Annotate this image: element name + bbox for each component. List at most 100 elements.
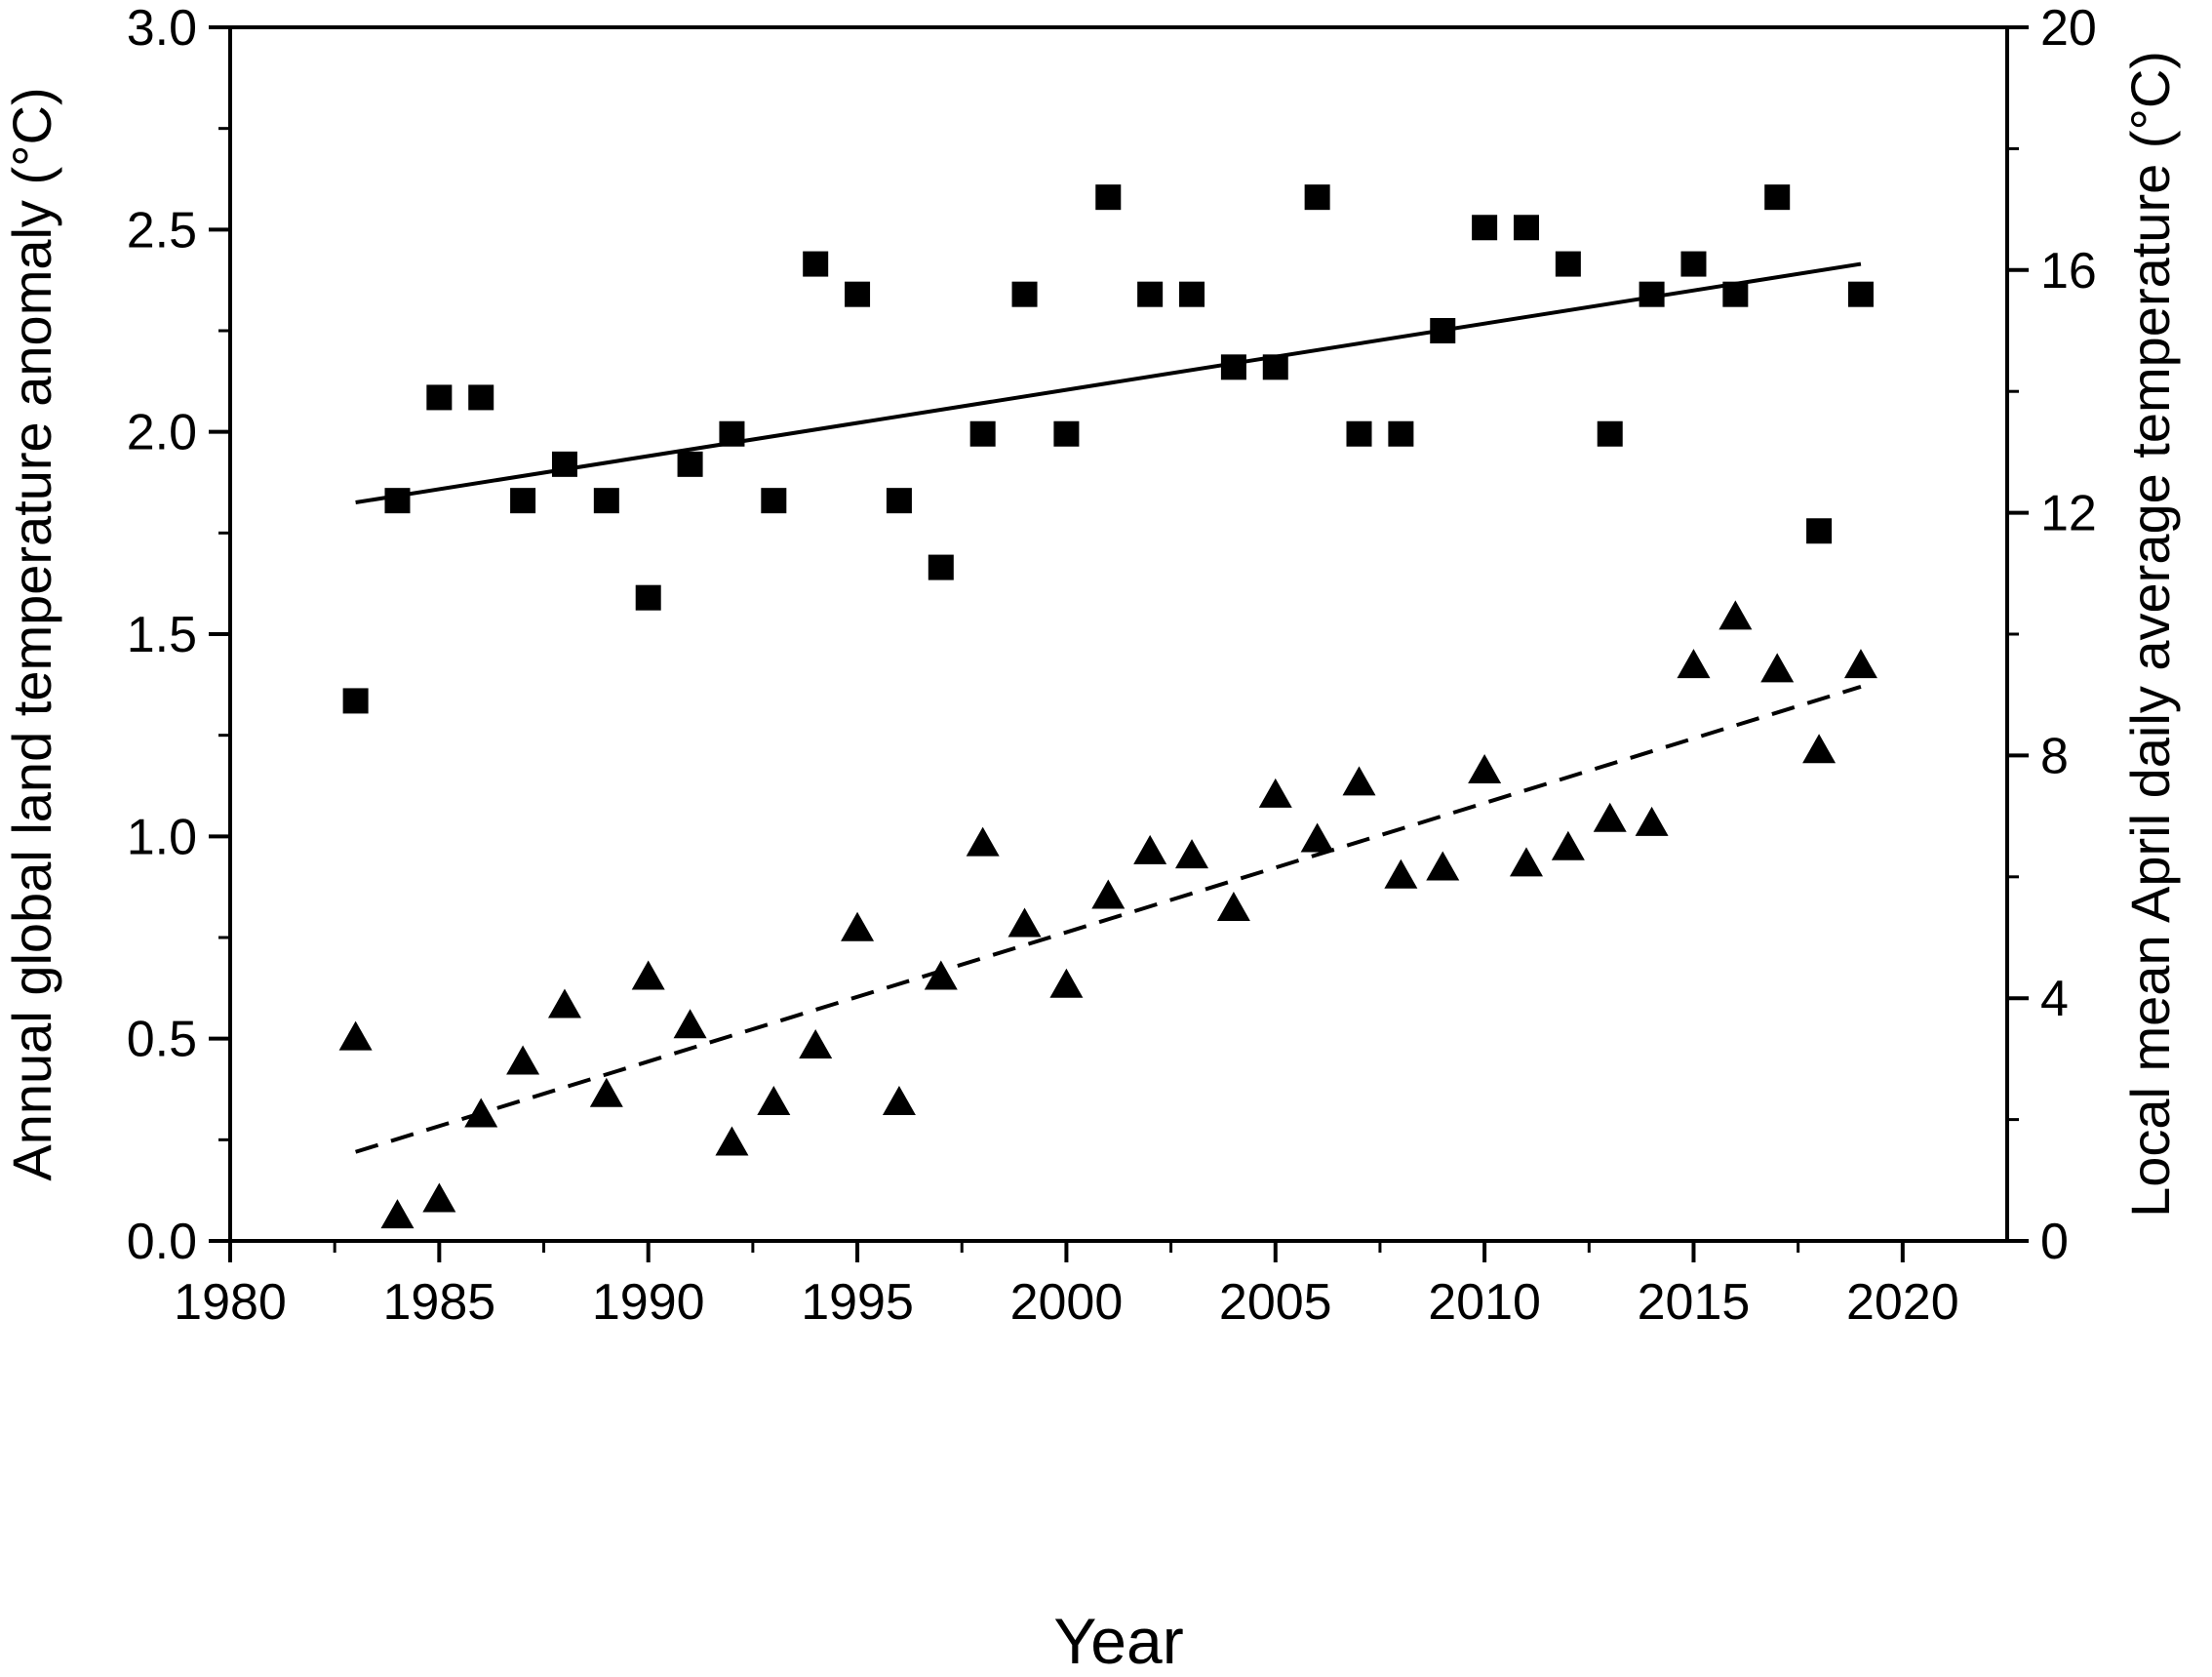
square-marker bbox=[928, 554, 954, 580]
triangle-marker bbox=[966, 826, 1000, 857]
triangle-marker bbox=[589, 1077, 623, 1107]
square-marker bbox=[384, 488, 411, 514]
triangle-marker bbox=[1300, 822, 1334, 853]
x-tick-label: 2015 bbox=[1638, 1274, 1751, 1331]
left-y-tick-label: 1.0 bbox=[127, 809, 197, 865]
square-marker bbox=[1597, 420, 1623, 447]
triangle-marker bbox=[715, 1126, 749, 1156]
triangle-marker bbox=[841, 911, 875, 941]
triangle-marker bbox=[1049, 968, 1084, 998]
square-marker bbox=[635, 584, 661, 611]
trend-lines bbox=[355, 261, 1862, 1154]
x-axis-title: Year bbox=[1053, 1605, 1183, 1677]
triangle-marker bbox=[1843, 649, 1877, 679]
square-marker bbox=[1764, 184, 1791, 211]
square-marker bbox=[1179, 281, 1205, 307]
triangle-marker bbox=[1133, 834, 1167, 864]
x-tick-label: 2005 bbox=[1219, 1274, 1332, 1331]
left-y-tick-label: 1.5 bbox=[127, 607, 197, 663]
triangle-marker bbox=[1091, 879, 1126, 909]
right-y-axis-ticks: 0 4 8 12 16 20 bbox=[2007, 0, 2097, 1270]
square-marker bbox=[1639, 281, 1665, 307]
triangle-marker bbox=[924, 960, 958, 990]
triangle-marker bbox=[547, 988, 581, 1018]
x-tick-label: 2020 bbox=[1846, 1274, 1959, 1331]
triangle-marker bbox=[1677, 649, 1711, 679]
x-tick-label: 2000 bbox=[1010, 1274, 1124, 1331]
triangle-marker bbox=[1802, 734, 1837, 764]
square-marker bbox=[886, 488, 912, 514]
square-marker bbox=[1137, 281, 1164, 307]
triangle-marker bbox=[1342, 766, 1376, 796]
triangle-marker bbox=[1258, 778, 1292, 808]
triangle-marker bbox=[1593, 802, 1627, 832]
dashed-trend-line bbox=[355, 684, 1862, 1154]
x-tick-label: 1995 bbox=[801, 1274, 914, 1331]
square-marker bbox=[1388, 420, 1414, 447]
square-marker bbox=[1680, 251, 1707, 277]
square-marker bbox=[1555, 251, 1581, 277]
triangle-marker bbox=[464, 1098, 498, 1128]
triangle-marker bbox=[1426, 851, 1460, 881]
square-marker bbox=[719, 420, 745, 447]
x-tick-label: 1985 bbox=[383, 1274, 496, 1331]
square-marker bbox=[969, 420, 996, 447]
square-marker bbox=[1011, 281, 1038, 307]
triangle-marker bbox=[506, 1045, 540, 1075]
square-marker bbox=[845, 281, 871, 307]
square-marker bbox=[1304, 184, 1330, 211]
triangle-marker bbox=[338, 1020, 373, 1051]
right-y-tick-label: 4 bbox=[2040, 971, 2069, 1027]
triangle-marker bbox=[799, 1028, 833, 1058]
square-marker bbox=[1513, 215, 1539, 241]
triangle-marker bbox=[1509, 847, 1543, 877]
square-marker bbox=[1095, 184, 1122, 211]
right-y-tick-label: 8 bbox=[2040, 728, 2069, 784]
square-marker bbox=[1847, 281, 1874, 307]
triangle-marker bbox=[422, 1182, 456, 1213]
triangle-marker bbox=[1384, 858, 1418, 889]
triangle-marker bbox=[1175, 839, 1209, 869]
triangle-marker bbox=[631, 960, 665, 990]
x-tick-label: 1990 bbox=[592, 1274, 705, 1331]
triangle-marker bbox=[1007, 907, 1042, 938]
solid-trend-line bbox=[355, 261, 1862, 505]
right-y-axis-title: Local mean April daily average temperatu… bbox=[2119, 51, 2181, 1218]
right-y-tick-label: 16 bbox=[2040, 243, 2097, 299]
square-marker bbox=[468, 384, 494, 411]
triangle-marker bbox=[1760, 653, 1795, 683]
triangle-marker bbox=[1718, 600, 1753, 630]
square-marker bbox=[426, 384, 453, 411]
triangle-marker bbox=[673, 1009, 707, 1039]
triangle-marker bbox=[380, 1199, 415, 1229]
left-y-axis-ticks: 0.0 0.5 1.0 1.5 2.0 2.5 3.0 bbox=[127, 0, 230, 1270]
triangle-marker bbox=[882, 1086, 916, 1116]
triangle-marker bbox=[1216, 891, 1250, 921]
square-marker bbox=[593, 488, 619, 514]
right-y-tick-label: 0 bbox=[2040, 1214, 2069, 1270]
x-axis-ticks: 1980 1985 1990 1995 2000 2005 2010 2015 2020 bbox=[174, 1241, 1959, 1331]
square-marker bbox=[510, 488, 536, 514]
square-marker bbox=[1220, 354, 1246, 380]
square-marker bbox=[1806, 518, 1833, 544]
left-y-tick-label: 0.0 bbox=[127, 1214, 197, 1270]
square-marker bbox=[1053, 420, 1080, 447]
triangle-marker bbox=[757, 1086, 791, 1116]
left-y-tick-label: 0.5 bbox=[127, 1012, 197, 1068]
x-tick-label: 1980 bbox=[174, 1274, 287, 1331]
left-y-tick-label: 2.5 bbox=[127, 202, 197, 259]
left-y-tick-label: 2.0 bbox=[127, 405, 197, 461]
square-marker bbox=[551, 451, 577, 477]
left-y-axis-title: Annual global land temperature anomaly (… bbox=[1, 87, 62, 1180]
triangle-marker bbox=[1468, 753, 1502, 783]
left-y-tick-label: 3.0 bbox=[127, 0, 197, 57]
x-tick-label: 2010 bbox=[1428, 1274, 1541, 1331]
square-marker bbox=[1472, 215, 1498, 241]
square-marker bbox=[1722, 281, 1749, 307]
triangle-marker bbox=[1551, 830, 1585, 860]
data-markers bbox=[338, 184, 1877, 1229]
square-marker bbox=[803, 251, 829, 277]
square-marker bbox=[1430, 318, 1456, 343]
triangle-marker bbox=[1635, 806, 1669, 836]
